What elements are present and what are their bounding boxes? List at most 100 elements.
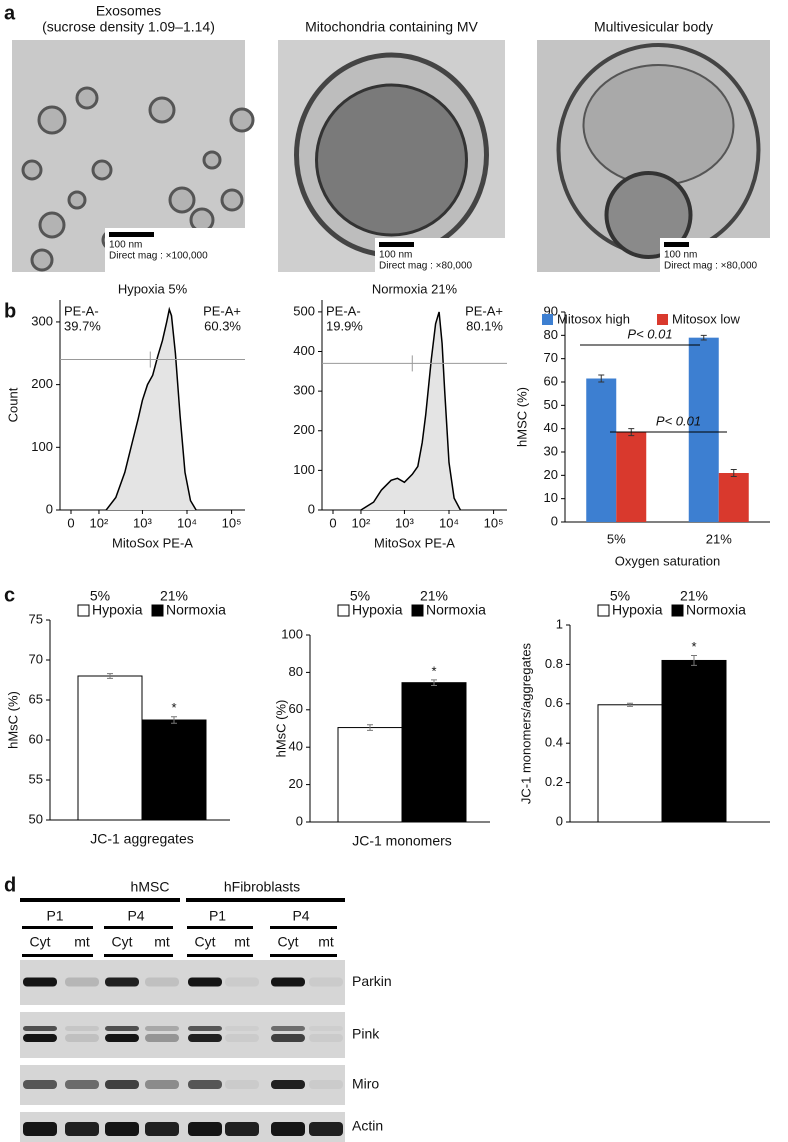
x-tick-label: JC-1 monomers — [352, 833, 452, 849]
blot-row-label: Parkin — [352, 973, 392, 989]
band — [65, 1026, 99, 1031]
fraction-label: mt — [74, 934, 90, 950]
band — [309, 1026, 343, 1031]
panel-label: b — [4, 300, 16, 322]
vesicle — [75, 86, 99, 110]
band — [145, 977, 179, 987]
panel-label: a — [4, 2, 16, 24]
fraction-bar — [104, 954, 173, 957]
y-tick-label: 400 — [293, 343, 315, 358]
scale-bar — [379, 242, 414, 247]
fraction-label: mt — [154, 934, 170, 950]
y-tick-label: 60 — [544, 373, 558, 388]
y-tick-label: 0.4 — [545, 735, 563, 750]
band — [105, 977, 139, 987]
significance-star: * — [691, 639, 696, 654]
y-tick-label: 70 — [29, 651, 43, 666]
x-tick-label: 10⁴ — [439, 515, 459, 530]
gate-stat: PE-A+ — [465, 303, 503, 318]
y-tick-label: 70 — [544, 350, 558, 365]
magnification: Direct mag : ×80,000 — [664, 261, 758, 272]
y-tick-label: 200 — [31, 376, 53, 391]
y-tick-label: 40 — [544, 420, 558, 435]
significance-star: * — [171, 700, 176, 715]
bar — [401, 682, 467, 823]
significance-label: P< 0.01 — [656, 413, 701, 428]
y-axis-label: hMsC (%) — [273, 700, 288, 758]
vesicle — [189, 207, 215, 233]
y-tick-label: 0 — [308, 501, 315, 516]
passage-bar — [187, 926, 253, 929]
passage-label: P4 — [127, 908, 144, 924]
y-axis-label: hMsC (%) — [5, 691, 20, 749]
bar — [337, 727, 403, 823]
y-tick-label: 20 — [289, 776, 303, 791]
bar — [661, 659, 727, 823]
band — [188, 1122, 222, 1136]
fraction-label: mt — [318, 934, 334, 950]
chart-title: Normoxia 21% — [372, 281, 458, 296]
bar — [616, 432, 647, 522]
vesicle — [38, 211, 66, 239]
band — [309, 1122, 343, 1136]
band — [225, 1034, 259, 1042]
y-tick-label: 300 — [293, 383, 315, 398]
gate-stat: 60.3% — [204, 318, 241, 333]
x-tick-label: 10⁵ — [222, 515, 242, 530]
band — [225, 1026, 259, 1031]
legend-label: Mitosox high — [557, 311, 630, 326]
legend-swatch — [671, 604, 684, 617]
image-title: Mitochondria containing MV — [305, 19, 478, 35]
x-axis-label: Oxygen saturation — [615, 553, 721, 568]
y-tick-label: 0.8 — [545, 656, 563, 671]
band — [145, 1122, 179, 1136]
y-tick-label: 40 — [289, 739, 303, 754]
y-tick-label: 300 — [31, 313, 53, 328]
x-tick-label: 0 — [67, 515, 74, 530]
band — [225, 1122, 259, 1136]
passage-bar — [270, 926, 337, 929]
panel-label: c — [4, 584, 15, 606]
scale-bar — [664, 242, 689, 247]
legend-label: Normoxia — [686, 602, 746, 618]
band — [271, 1122, 305, 1136]
blot-row-label: Miro — [352, 1076, 379, 1092]
band — [271, 977, 305, 987]
panel-label: d — [4, 874, 16, 896]
fraction-bar — [270, 954, 337, 957]
bar — [77, 675, 143, 821]
band — [23, 1080, 57, 1089]
y-tick-label: 10 — [544, 490, 558, 505]
legend-swatch — [542, 314, 553, 325]
band — [65, 977, 99, 987]
band — [105, 1080, 139, 1089]
gate-stat: PE-A- — [64, 303, 99, 318]
blot-row-label: Actin — [352, 1118, 383, 1134]
band — [65, 1080, 99, 1089]
scale-label: 100 nm — [109, 240, 142, 251]
band — [23, 977, 57, 987]
band — [271, 1080, 305, 1089]
significance-label: P< 0.01 — [627, 326, 672, 341]
band — [105, 1034, 139, 1042]
fraction-label: Cyt — [30, 934, 51, 950]
fraction-label: Cyt — [195, 934, 216, 950]
blot-group: hFibroblasts — [224, 879, 300, 895]
error-bar — [691, 655, 697, 666]
error-bar — [700, 334, 707, 341]
legend-label: Hypoxia — [612, 602, 663, 618]
band — [105, 1122, 139, 1136]
legend-label: Normoxia — [426, 602, 486, 618]
vesicle — [37, 105, 67, 135]
band — [188, 1026, 222, 1031]
error-bar — [431, 679, 437, 686]
y-tick-label: 500 — [293, 303, 315, 318]
band — [65, 1034, 99, 1042]
vesicle — [220, 188, 244, 212]
y-tick-label: 200 — [293, 422, 315, 437]
band — [145, 1026, 179, 1031]
legend-title: 5% — [610, 588, 630, 604]
blot-row-label: Pink — [352, 1026, 380, 1042]
gate-stat: 39.7% — [64, 318, 101, 333]
passage-label: P1 — [209, 908, 226, 924]
